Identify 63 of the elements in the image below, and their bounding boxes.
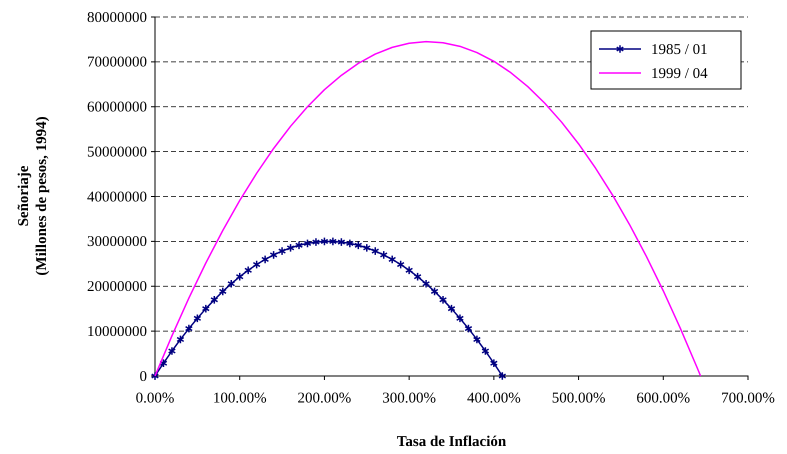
- point: [312, 238, 320, 247]
- point: [202, 304, 210, 314]
- point: [244, 266, 252, 275]
- point: [252, 260, 261, 270]
- point: [184, 324, 193, 334]
- point: [481, 346, 490, 356]
- y-tick-label: 40000000: [87, 189, 147, 206]
- x-tick-label: 400.00%: [466, 390, 521, 407]
- point: [346, 238, 354, 248]
- point: [396, 260, 405, 270]
- point: [362, 243, 371, 252]
- y-tick-label: 30000000: [87, 234, 147, 250]
- point: [447, 304, 456, 314]
- x-tick-label: 300.00%: [382, 390, 436, 407]
- point: [472, 334, 481, 344]
- x-tick-label: 600.00%: [636, 390, 690, 407]
- point: [176, 334, 184, 344]
- point: [337, 238, 346, 247]
- point: [414, 272, 422, 282]
- point: [168, 346, 176, 356]
- point: [405, 266, 414, 275]
- point: [328, 236, 337, 246]
- y-tick-label: 50000000: [87, 144, 147, 160]
- x-tick-label: 700.00%: [721, 390, 775, 407]
- point: [159, 358, 168, 368]
- point: [498, 371, 506, 381]
- y-axis-title: Señoriaje (Millones de pesos, 1994): [16, 116, 50, 276]
- point: [320, 236, 328, 246]
- point: [456, 314, 464, 323]
- point: [210, 295, 218, 304]
- point: [388, 254, 396, 264]
- point: [371, 246, 380, 256]
- legend-label: 1999 / 04: [651, 66, 708, 82]
- point: [261, 254, 270, 264]
- point: [354, 240, 362, 250]
- point: [430, 286, 439, 296]
- x-tick-label: 200.00%: [298, 390, 352, 407]
- y-tick-label: 10000000: [87, 324, 147, 340]
- x-axis-title: Tasa de Inflación: [396, 434, 507, 450]
- point: [438, 295, 448, 304]
- y-tick-label: 60000000: [87, 100, 147, 116]
- point: [227, 279, 236, 288]
- y-tick-label: 80000000: [87, 10, 147, 26]
- legend-label: 1985 / 01: [651, 42, 708, 58]
- point: [490, 358, 498, 368]
- point: [236, 272, 244, 282]
- point: [150, 371, 160, 381]
- point: [303, 238, 312, 248]
- point: [380, 250, 388, 260]
- x-tick-label: 100.00%: [212, 390, 267, 407]
- point: [422, 279, 430, 288]
- point: [294, 240, 304, 250]
- x-tick-label: 0.00%: [136, 390, 174, 407]
- point: [278, 246, 286, 256]
- y-tick-label: 20000000: [87, 279, 147, 296]
- point: [464, 324, 472, 334]
- point: [193, 314, 202, 323]
- y-tick-label: 70000000: [87, 54, 147, 71]
- point: [286, 243, 295, 252]
- x-tick-label: 500.00%: [552, 390, 606, 407]
- point: [270, 250, 278, 260]
- point: [218, 286, 227, 296]
- y-tick-label: 0: [140, 368, 147, 385]
